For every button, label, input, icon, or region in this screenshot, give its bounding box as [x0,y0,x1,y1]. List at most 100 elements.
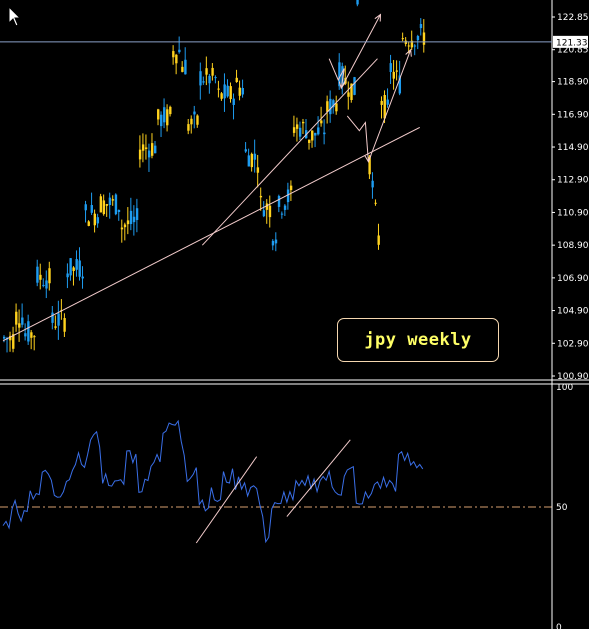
candle-body [202,81,205,83]
candle-body [160,114,163,127]
candle-body [301,121,305,124]
candle-body [150,143,154,156]
candle-body [57,313,60,326]
candle-body [323,132,326,135]
candle-body [90,205,93,213]
candle-body [132,216,136,223]
price-tick-label: 120.85 [557,46,589,56]
candle-body [416,36,420,41]
candle-body [120,227,124,230]
price-trend-line [201,58,378,246]
candle-body [129,210,133,225]
candle-body [401,38,405,40]
candle-body [81,276,84,279]
candle-body [93,213,96,226]
candle-body [169,106,172,115]
candle-body [371,180,374,188]
oscillator-tick-label: 100 [556,383,573,393]
candle-body [274,239,278,244]
candle-body [368,156,371,175]
candle-body [144,147,148,149]
candle-body [347,92,350,97]
candle-body [114,194,118,215]
candle-body [271,240,275,246]
candle-body [214,77,217,79]
candle-body [277,195,281,207]
candle-body [320,120,323,124]
candle-body [157,109,160,120]
price-tick-label: 122.85 [557,13,589,23]
candle-body [30,332,33,338]
candle-body [175,54,178,64]
candle-body [419,24,423,29]
candle-body [141,144,145,151]
price-tick-label: 112.90 [557,176,589,186]
candle-body [84,204,87,211]
candle-body [298,127,302,137]
candle-body [335,103,338,112]
candle-body [217,88,220,90]
candle-body [27,321,30,342]
candle-body [314,132,317,136]
candle-body [111,199,115,201]
candle-body [12,334,15,349]
candle-body [308,139,311,143]
candle-body [241,88,244,95]
mouse-cursor-icon [8,6,22,27]
candle-body [353,77,356,95]
candle-body [317,127,320,135]
candle-body [147,150,151,158]
candle-body [265,203,269,210]
candle-body [193,111,196,115]
candle-body [244,149,247,152]
current-price-tag [553,35,588,48]
candle-body [75,259,78,270]
oscillator-trend-line [195,456,258,544]
candle-body [220,93,223,99]
price-tick-label: 114.90 [557,143,589,153]
price-tick-label: 108.90 [557,241,589,251]
oscillator-panel [0,419,552,544]
candle-body [413,45,417,47]
candle-body [211,67,214,76]
candle-body [389,63,392,72]
price-trend-line [2,126,420,342]
candle-body [51,312,54,323]
candle-body [69,258,72,276]
candle-body [78,260,81,277]
candle-body [33,336,36,338]
candle-body [123,224,127,228]
candle-body [181,66,184,72]
candle-body [42,284,45,287]
candle-body [286,189,290,203]
candle-body [126,220,130,225]
candle-body [166,109,169,126]
candle-body [311,130,314,141]
candle-body [66,273,69,278]
candle-body [289,185,293,191]
candle-body [3,336,6,339]
candle-body [250,153,254,168]
candle-body [329,98,332,115]
projection-arrowhead [374,13,382,22]
candle-body [223,84,226,99]
candle-body [72,267,75,271]
candle-body [268,205,272,218]
price-tick-label: 118.90 [557,78,589,88]
candle-body [229,86,232,100]
candle-body [108,197,112,205]
candle-body [247,155,251,167]
candle-body [295,124,299,129]
candle-body [326,101,329,112]
candle-body [398,75,402,94]
candle-body [39,274,42,280]
candle-body [163,107,166,123]
candle-body [395,70,398,72]
candle-body [332,100,335,108]
price-tick-label: 100.90 [557,372,589,382]
candle-body [374,202,377,204]
candle-body [208,75,211,84]
candle-body [238,87,241,96]
price-tick-label: 104.90 [557,307,589,317]
